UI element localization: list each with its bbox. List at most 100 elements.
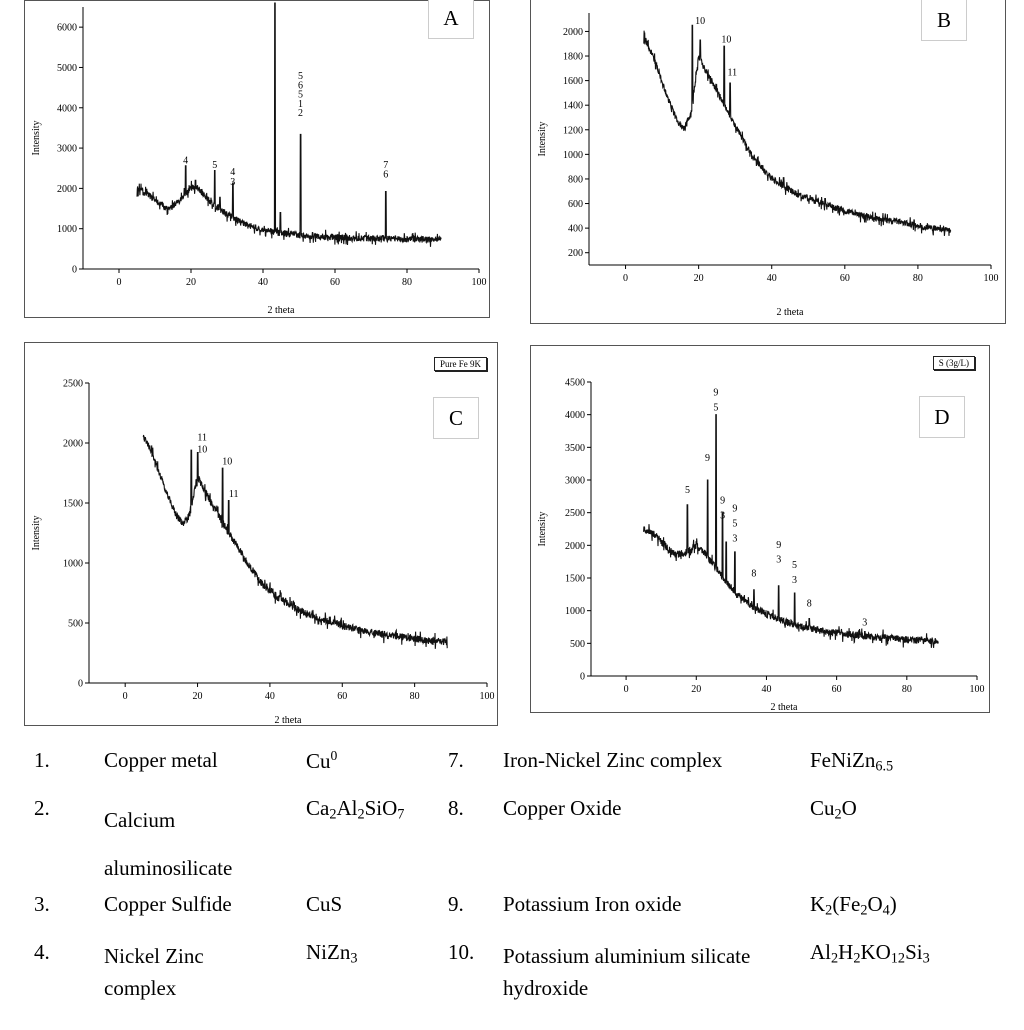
x-tick-label: 60: [330, 277, 340, 288]
panel-letter-d: D: [919, 396, 965, 438]
x-axis-label: 2 theta: [771, 702, 798, 713]
x-tick-label: 60: [832, 684, 842, 695]
y-tick-label: 1800: [563, 52, 583, 63]
x-tick-label: 20: [691, 684, 701, 695]
peak-label: 9: [776, 540, 781, 551]
peak-label: 2: [298, 108, 303, 119]
compound-number: 3.: [34, 892, 50, 916]
peak-label: 8: [751, 569, 756, 580]
compound-number: 4.: [34, 940, 50, 964]
peak-label: 3: [720, 511, 725, 522]
y-tick-label: 4000: [57, 103, 77, 114]
compound-formula: FeNiZn6.5: [810, 748, 894, 775]
xrd-trace-line: [643, 24, 952, 236]
x-tick-label: 60: [840, 273, 850, 284]
peak-label: 10: [695, 16, 705, 27]
xrd-trace-line: [142, 434, 448, 649]
x-tick-label: 60: [337, 691, 347, 702]
x-axis-label: 2 theta: [268, 305, 295, 316]
y-tick-label: 1000: [63, 559, 83, 570]
panel-letter-b: B: [921, 0, 967, 41]
x-tick-label: 0: [624, 684, 629, 695]
peak-label: 3: [792, 575, 797, 586]
compound-number: 8.: [448, 796, 464, 820]
x-tick-label: 40: [761, 684, 771, 695]
compound-formula: NiZn3: [306, 940, 358, 967]
y-tick-label: 4000: [565, 410, 585, 421]
compound-formula: Cu0: [306, 748, 338, 774]
y-tick-label: 2000: [563, 27, 583, 38]
peak-label: 10: [197, 445, 207, 456]
x-tick-label: 0: [117, 277, 122, 288]
peak-label: 10: [222, 457, 232, 468]
y-tick-label: 2000: [565, 541, 585, 552]
peak-label: 9: [732, 503, 737, 514]
peak-label: 1: [298, 99, 303, 110]
y-tick-label: 6000: [57, 23, 77, 34]
peak-label: 5: [792, 560, 797, 571]
xrd-trace-line: [643, 414, 939, 648]
x-tick-label: 40: [767, 273, 777, 284]
y-tick-label: 2000: [63, 439, 83, 450]
peak-label: 5: [713, 403, 718, 414]
chart-b-plot: 0 20 40 60 80 100 200 400 600 800 1000 1200 1400 1600…: [537, 13, 999, 318]
y-tick-label: 3500: [565, 443, 585, 454]
y-axis-label: Intensity: [537, 512, 548, 547]
axes: 0 20 40 60 80 100 200 400 600 800 1000 1200 1400 1600…: [537, 13, 999, 318]
compound-formula: K2(Fe2O4): [810, 892, 897, 919]
y-tick-label: 4500: [565, 378, 585, 389]
peak-label: 11: [229, 489, 239, 500]
y-tick-label: 1000: [563, 150, 583, 161]
y-tick-label: 1200: [563, 125, 583, 136]
compound-number: 1.: [34, 748, 50, 772]
y-tick-label: 1000: [57, 224, 77, 235]
peak-label: 11: [197, 433, 207, 444]
compound-name: Nickel Zinc complex: [104, 944, 204, 1000]
y-tick-label: 800: [568, 174, 583, 185]
compound-formula: Al2H2KO12Si3: [810, 940, 930, 967]
x-tick-label: 20: [186, 277, 196, 288]
y-tick-label: 2000: [57, 184, 77, 195]
panel-letter-a: A: [428, 0, 474, 39]
peak-label: 9: [713, 388, 718, 399]
chart-panel-d: 0 20 40 60 80 100 0 500 1000 1500 2000 2500 3000 3500…: [530, 345, 990, 713]
compound-name: Copper Oxide: [503, 796, 622, 820]
y-axis-label: Intensity: [31, 121, 42, 156]
y-tick-label: 1600: [563, 76, 583, 87]
chart-panel-a: 0 20 40 60 80 100 0 1000 2000 3000 4000 5000 6000 2 t…: [24, 0, 490, 318]
compound-formula: Ca2Al2SiO7: [306, 796, 405, 823]
peak-label: 3: [776, 554, 781, 565]
peak-label: 5: [298, 71, 303, 82]
x-tick-label: 40: [258, 277, 268, 288]
x-tick-label: 80: [402, 277, 412, 288]
xrd-trace-line: [136, 2, 442, 247]
compound-name: Calcium aluminosilicate: [104, 808, 233, 880]
peak-label: 4: [230, 167, 235, 178]
compound-formula: Cu2O: [810, 796, 857, 823]
x-tick-label: 80: [410, 691, 420, 702]
peak-label: 3: [862, 618, 867, 629]
x-tick-label: 0: [623, 273, 628, 284]
x-tick-label: 20: [193, 691, 203, 702]
peak-label: 11: [727, 68, 737, 79]
compound-number: 2.: [34, 796, 50, 820]
compound-name: Potassium Iron oxide: [503, 892, 682, 916]
y-axis-label: Intensity: [31, 516, 42, 551]
peak-label: 4: [183, 155, 188, 166]
y-tick-label: 600: [568, 199, 583, 210]
peak-label: 10: [721, 35, 731, 46]
compound-number: 9.: [448, 892, 464, 916]
y-axis-label: Intensity: [537, 122, 548, 157]
legend-label-c: Pure Fe 9K: [434, 357, 487, 371]
peak-label: 8: [807, 599, 812, 610]
peak-label: 3: [732, 533, 737, 544]
y-tick-label: 0: [72, 265, 77, 276]
y-tick-label: 5000: [57, 63, 77, 74]
chart-panel-b: 0 20 40 60 80 100 200 400 600 800 1000 1200 1400 1600…: [530, 0, 1006, 324]
x-axis-label: 2 theta: [275, 715, 302, 726]
y-tick-label: 2500: [565, 508, 585, 519]
compound-name: Iron-Nickel Zinc complex: [503, 748, 723, 772]
axes: 0 20 40 60 80 1000500100015002000250030003500…: [537, 378, 985, 714]
